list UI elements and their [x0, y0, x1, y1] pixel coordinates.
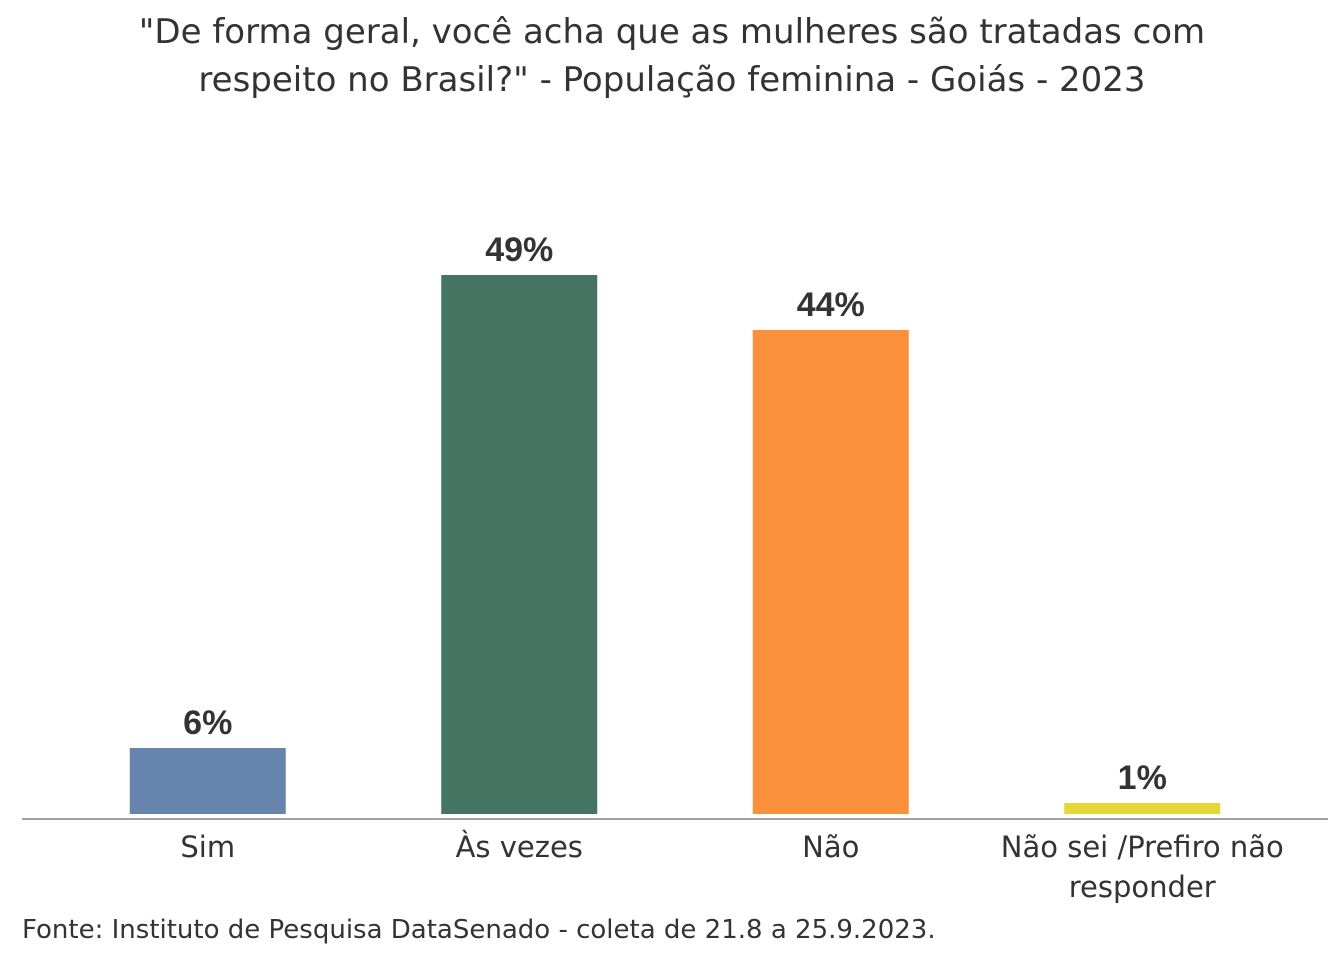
category-label-3-line-0: Não sei /Prefiro não [1001, 830, 1284, 864]
chart-title-line-2: respeito no Brasil?" - População feminin… [198, 60, 1146, 100]
bar-1 [441, 275, 598, 814]
bar-0 [129, 748, 286, 814]
bar-value-label-3: 1% [1118, 759, 1167, 797]
chart-title: "De forma geral, você acha que as mulher… [0, 8, 1344, 104]
bar-value-label-1: 49% [485, 231, 553, 269]
category-label-1: Às vezes [456, 830, 583, 864]
category-label-2: Não [802, 830, 859, 864]
bar-value-label-0: 6% [183, 704, 232, 742]
category-label-0: Sim [180, 830, 235, 864]
bar-value-label-2: 44% [797, 286, 865, 324]
chart-title-line-1: "De forma geral, você acha que as mulher… [138, 12, 1206, 52]
source-note: Fonte: Instituto de Pesquisa DataSenado … [22, 915, 936, 945]
category-label-3-line-1: responder [1069, 870, 1216, 904]
bar-3 [1064, 803, 1221, 814]
bar-2 [752, 330, 909, 814]
